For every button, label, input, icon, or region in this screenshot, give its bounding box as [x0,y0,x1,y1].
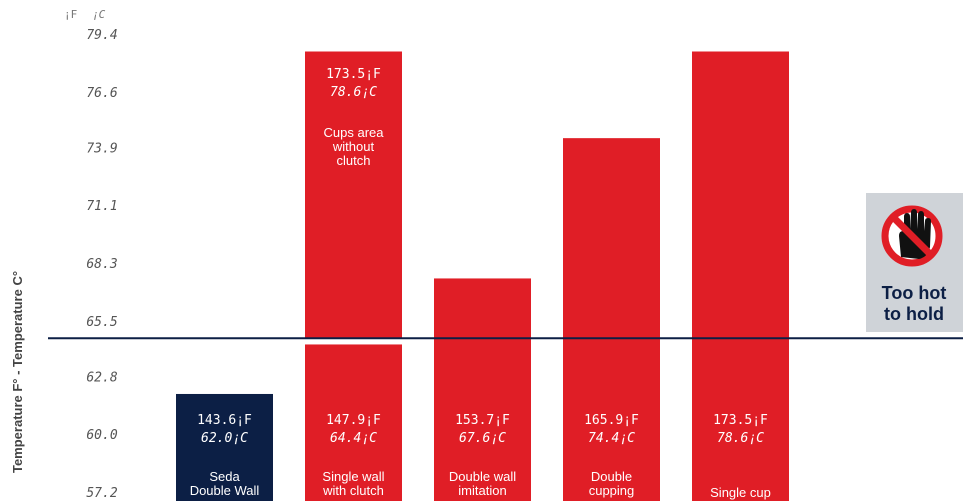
y-tick-label: 71.1 [86,199,117,214]
bar-fahrenheit-label: 153.7¡F [455,413,510,428]
category-label: Double Wall [190,483,260,498]
bar [434,278,531,501]
extra-segment-celsius-label: 78.6¡C [330,85,377,100]
bar [563,138,660,501]
extra-bar-segment [305,51,402,339]
y-tick-label: 73.9 [86,141,117,156]
warning-panel: Too hot to hold [866,193,963,332]
category-label: cupping [589,483,635,498]
warning-text-line-2: to hold [884,304,944,324]
bar-celsius-label: 64.4¡C [330,431,377,446]
category-label: imitation [458,483,506,498]
y-tick-label: 57.2 [86,486,117,501]
category-label: Seda [209,469,240,484]
y-tick-labels: 79.4 76.6 73.9 71.1 68.3 65.5 62.8 60.0 57.2 [86,28,117,501]
bar [692,51,789,501]
extra-segment-note: clutch [337,153,371,168]
y-tick-label: 65.5 [86,315,117,330]
bar-fahrenheit-label: 173.5¡F [713,413,768,428]
bar-fahrenheit-label: 147.9¡F [326,413,381,428]
bar-celsius-label: 62.0¡C [201,431,248,446]
category-label: Double [591,469,632,484]
y-tick-label: 62.8 [86,370,117,385]
y-tick-label: 60.0 [86,428,117,443]
y-tick-label: 76.6 [86,86,117,101]
category-label: Double wall [449,469,516,484]
bar-celsius-label: 78.6¡C [717,431,764,446]
bar [176,393,273,501]
celsius-unit-header: ¡C [92,8,106,21]
bar-fahrenheit-label: 143.6¡F [197,413,252,428]
category-label: Single cup [710,485,771,500]
extra-segment-fahrenheit-label: 173.5¡F [326,67,381,82]
warning-text-line-1: Too hot [882,283,947,303]
extra-segment-note: without [332,139,375,154]
category-label: Single wall [322,469,384,484]
y-axis-label: Temperature F° - Temperature C° [10,271,25,473]
y-tick-label: 79.4 [86,28,117,43]
no-slash [890,214,934,258]
bar [305,344,402,501]
extra-segment-note: Cups area [324,125,385,140]
y-tick-label: 68.3 [86,257,117,272]
bar-celsius-label: 67.6¡C [459,431,506,446]
fahrenheit-unit-header: ¡F [64,8,77,21]
bar-fahrenheit-label: 165.9¡F [584,413,639,428]
category-label: with clutch [322,483,384,498]
bar-celsius-label: 74.4¡C [588,431,635,446]
